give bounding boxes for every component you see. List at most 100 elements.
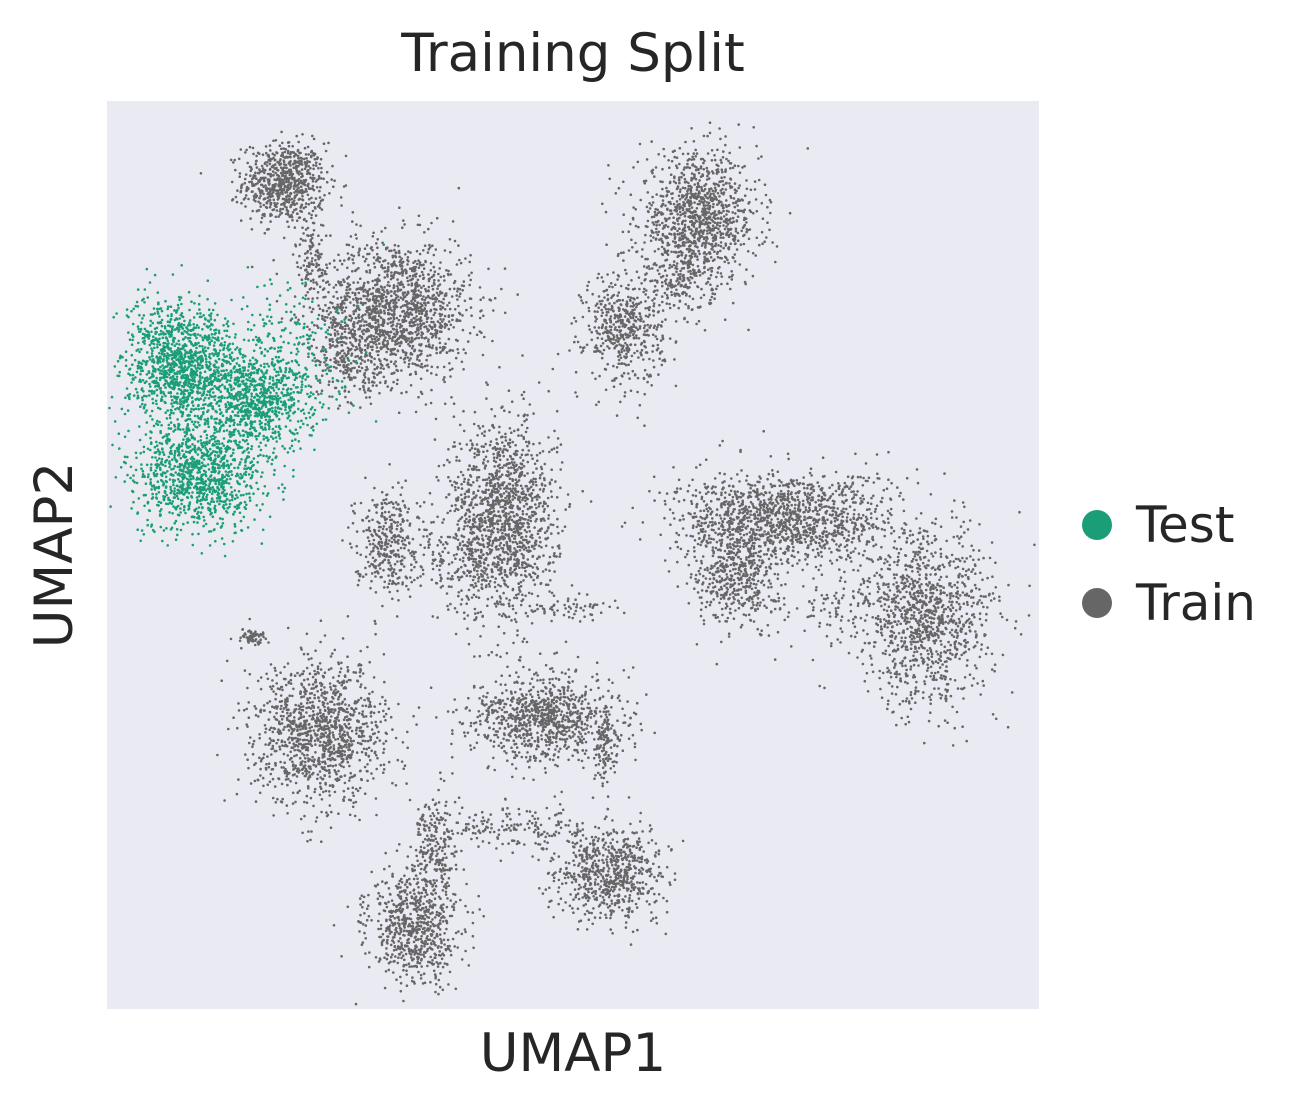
data-point: [492, 526, 496, 530]
data-point: [483, 335, 486, 339]
data-point: [301, 174, 304, 178]
data-point: [486, 515, 490, 518]
data-point: [722, 246, 725, 250]
data-point: [268, 168, 272, 171]
data-point: [521, 459, 525, 462]
data-point: [768, 198, 772, 202]
data-point: [381, 330, 385, 334]
data-point: [408, 373, 412, 377]
data-point: [481, 553, 485, 557]
data-point: [688, 207, 691, 211]
data-point: [708, 206, 712, 209]
data-point: [507, 537, 511, 540]
data-point: [259, 189, 263, 192]
data-point: [400, 267, 404, 271]
data-point: [623, 394, 626, 398]
data-point: [494, 460, 498, 464]
data-point: [473, 537, 477, 540]
data-point: [558, 555, 561, 558]
data-point: [609, 315, 613, 318]
data-point: [547, 514, 551, 517]
data-point: [524, 546, 528, 550]
data-point: [295, 153, 298, 157]
data-point: [431, 294, 435, 298]
data-point: [259, 205, 262, 208]
data-point: [433, 323, 437, 326]
data-point: [281, 202, 284, 206]
data-point: [671, 150, 675, 153]
data-point: [520, 434, 523, 437]
data-point: [641, 248, 644, 251]
data-point: [678, 176, 681, 179]
data-point: [374, 294, 377, 298]
data-point: [613, 346, 616, 350]
data-point: [528, 403, 532, 406]
data-point: [429, 353, 432, 357]
data-point: [320, 171, 323, 174]
data-point: [468, 464, 471, 467]
data-point: [608, 347, 611, 350]
data-point: [757, 178, 761, 182]
data-point: [363, 260, 367, 263]
data-point: [377, 299, 380, 303]
data-point: [520, 573, 523, 577]
data-point: [633, 343, 637, 347]
data-point: [374, 331, 378, 335]
data-point: [445, 496, 448, 499]
data-point: [371, 279, 375, 283]
data-point: [316, 251, 320, 254]
data-point: [516, 428, 520, 431]
data-point: [661, 227, 665, 230]
data-point: [411, 274, 415, 277]
data-point: [690, 186, 693, 189]
data-point: [460, 589, 463, 592]
data-point: [501, 531, 504, 535]
data-point: [254, 199, 257, 203]
data-point: [380, 292, 384, 296]
data-point: [299, 206, 302, 209]
data-point: [604, 388, 608, 392]
data-point: [327, 290, 330, 294]
data-point: [588, 328, 591, 331]
data-point: [461, 473, 465, 477]
data-point: [730, 270, 733, 273]
data-point: [690, 178, 694, 181]
data-point: [693, 254, 697, 258]
data-point: [371, 315, 375, 319]
data-point: [378, 335, 382, 338]
data-point: [693, 165, 696, 168]
data-point: [457, 519, 460, 523]
data-point: [678, 198, 682, 201]
data-point: [455, 455, 459, 459]
data-point: [454, 356, 458, 360]
data-point: [522, 556, 525, 560]
data-point: [383, 276, 387, 279]
data-point: [606, 293, 609, 297]
data-point: [649, 234, 652, 238]
data-point: [507, 602, 511, 605]
data-point: [510, 400, 514, 404]
data-point: [517, 592, 520, 596]
data-point: [403, 361, 407, 364]
data-point: [507, 512, 510, 516]
data-point: [414, 295, 417, 298]
data-point: [372, 231, 375, 235]
data-point: [691, 210, 695, 214]
data-point: [254, 160, 258, 163]
data-point: [659, 339, 663, 342]
data-point: [492, 309, 495, 312]
data-point: [526, 521, 529, 525]
data-point: [735, 248, 739, 251]
data-point: [668, 337, 672, 340]
data-point: [318, 307, 322, 311]
data-point: [769, 200, 773, 204]
data-point: [275, 299, 279, 303]
data-point: [278, 213, 282, 216]
data-point: [305, 157, 308, 160]
data-point: [346, 282, 350, 285]
data-point: [294, 316, 298, 319]
data-point: [238, 175, 241, 178]
data-point: [362, 328, 366, 332]
data-point: [368, 396, 372, 399]
data-point: [521, 510, 525, 513]
